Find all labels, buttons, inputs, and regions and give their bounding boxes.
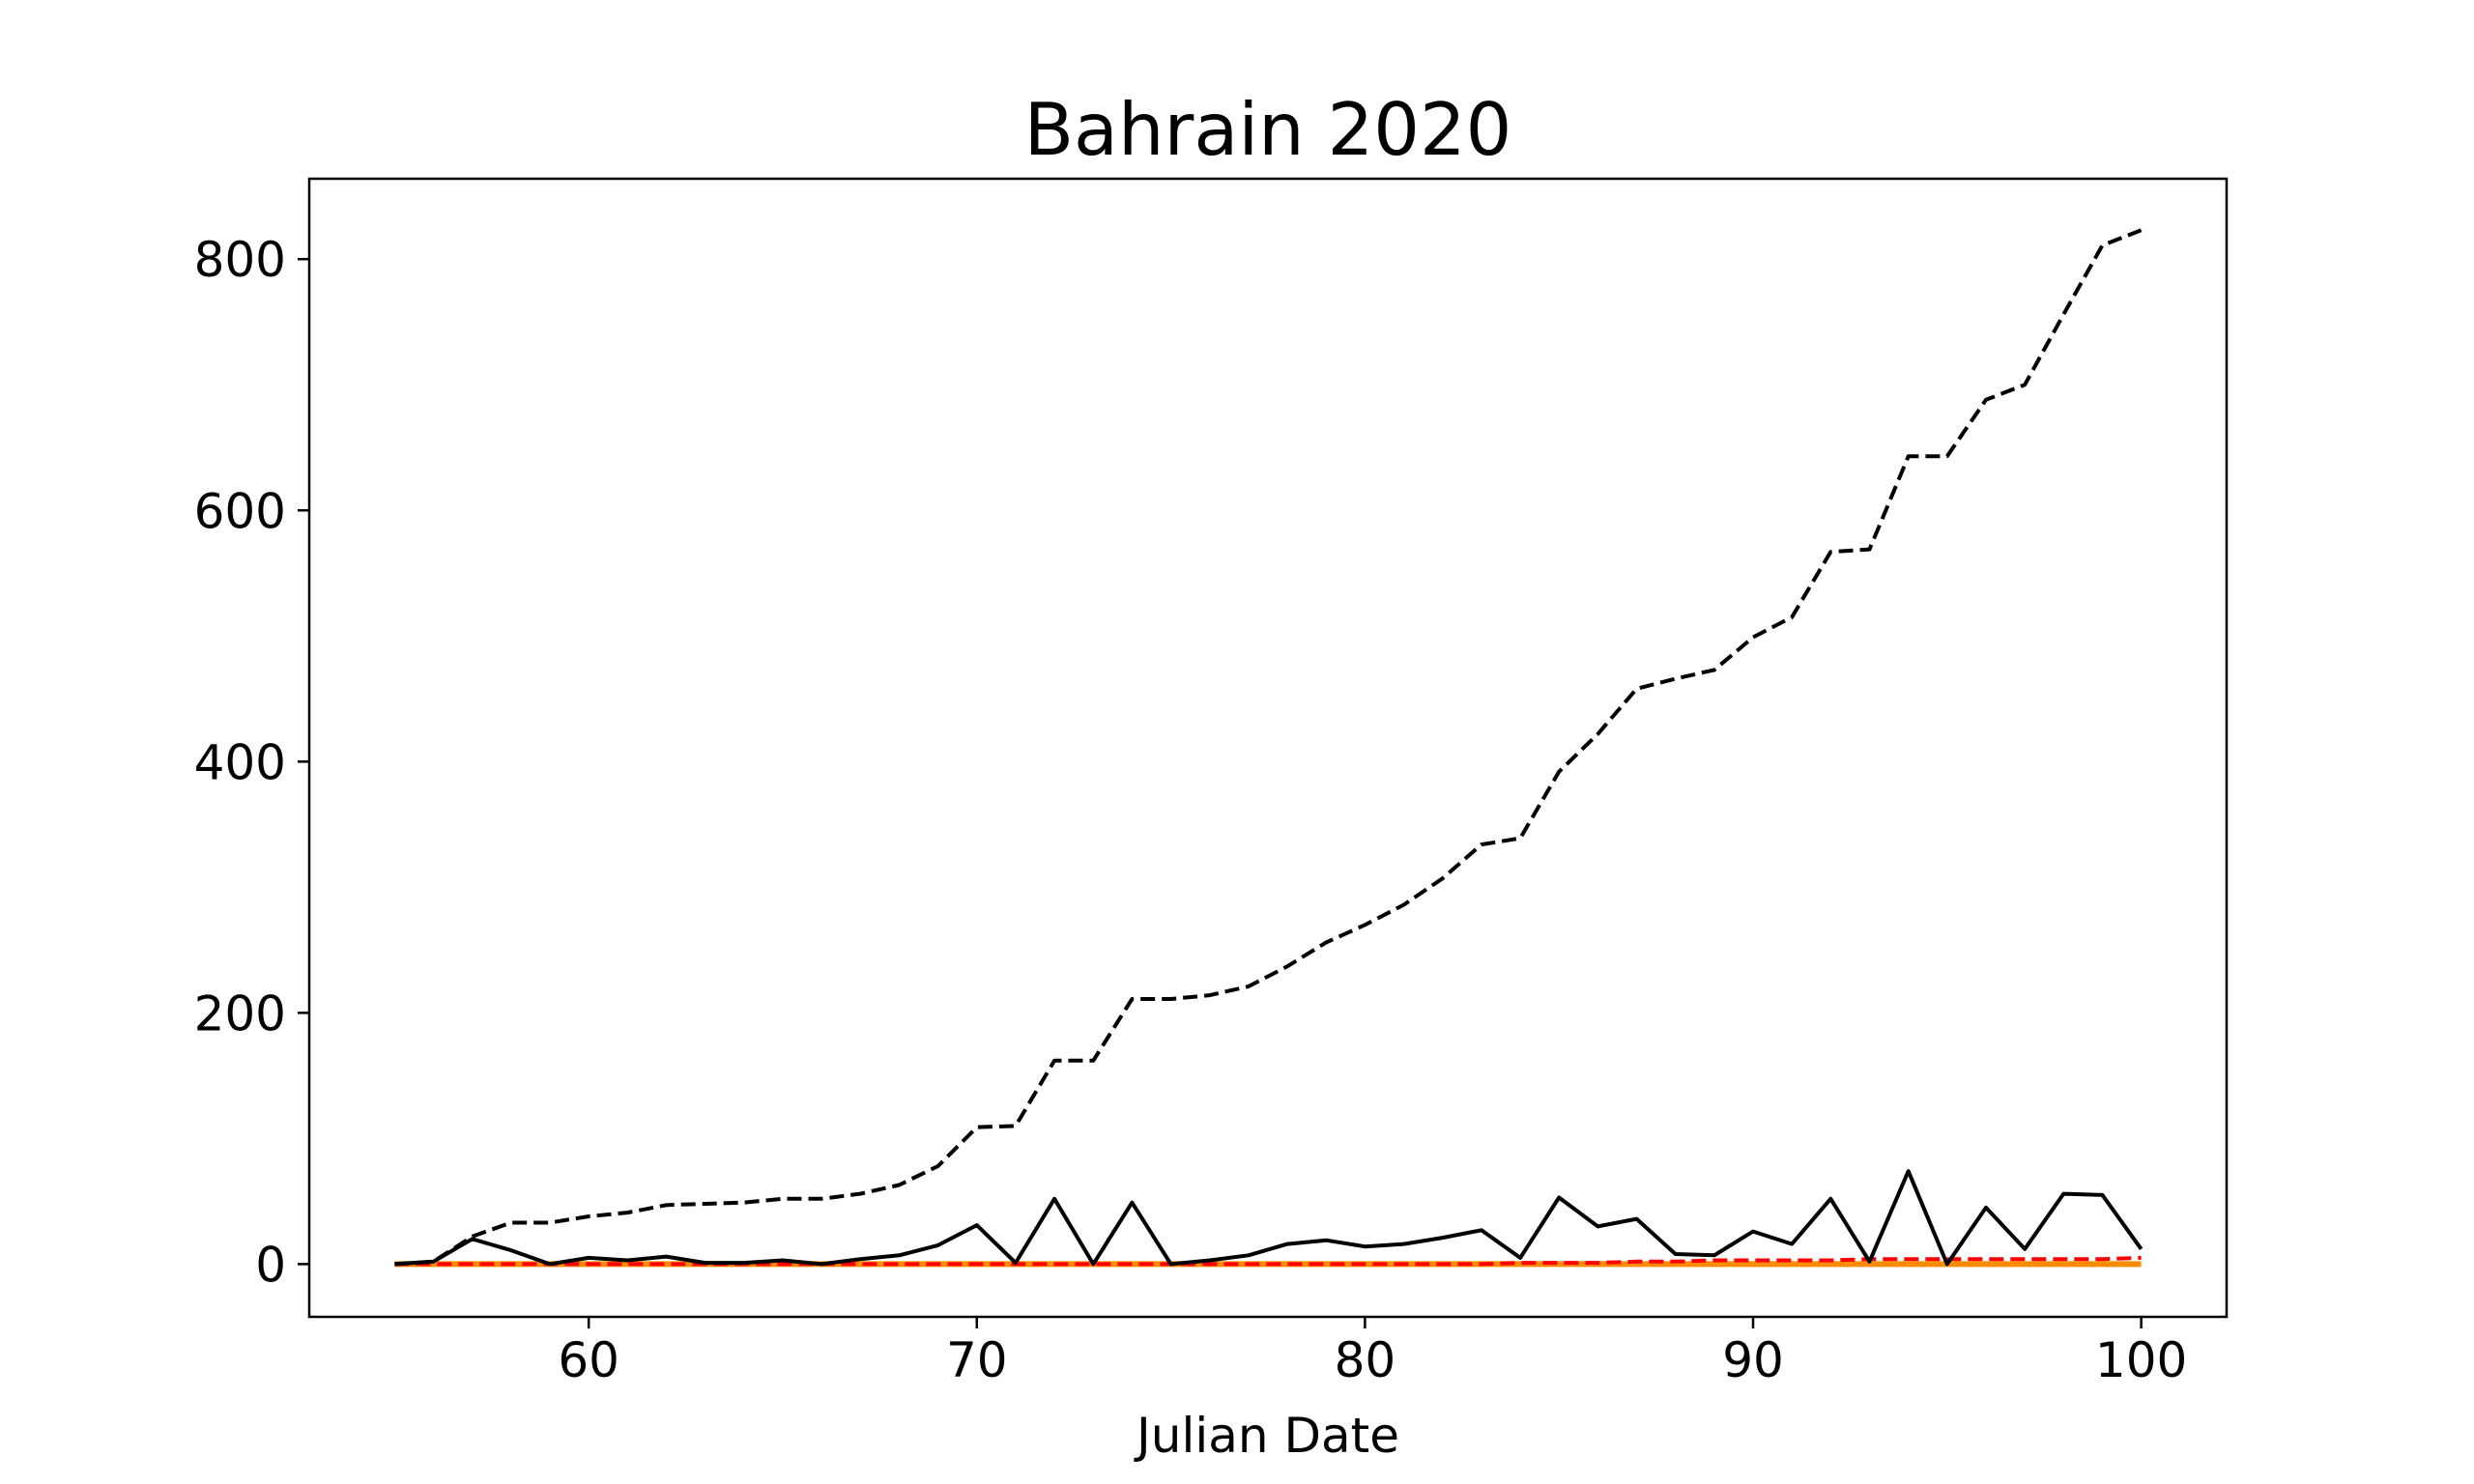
series-line-1 — [394, 228, 2143, 1267]
plot-frame — [307, 177, 2229, 1319]
x-tick-label: 90 — [1722, 1332, 1784, 1388]
y-axis: 0 200 400 600 800 — [194, 232, 309, 1293]
y-tick-label: 200 — [194, 985, 286, 1042]
y-tick-label: 0 — [255, 1237, 286, 1293]
y-tick-label: 400 — [194, 734, 286, 790]
series-line-2 — [394, 1169, 2143, 1267]
x-axis-label: Julian Date — [1134, 1408, 1399, 1464]
x-tick-label: 80 — [1335, 1332, 1396, 1388]
series-layer — [394, 228, 2143, 1268]
x-axis: 60 70 80 90 100 — [558, 1317, 2187, 1388]
x-tick-label: 70 — [946, 1332, 1008, 1388]
y-tick-label: 600 — [194, 483, 286, 539]
chart-title: Bahrain 2020 — [1024, 87, 1512, 172]
series-line-3 — [394, 1255, 2142, 1267]
x-tick-label: 60 — [558, 1332, 619, 1388]
x-tick-label: 100 — [2095, 1332, 2187, 1388]
y-tick-label: 800 — [194, 232, 286, 288]
